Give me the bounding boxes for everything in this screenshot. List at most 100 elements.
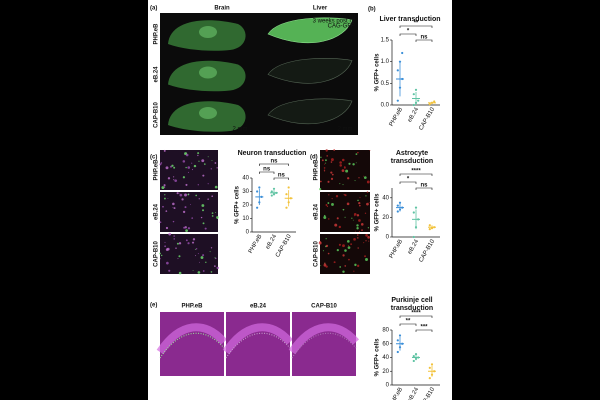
y-axis-label: % GFP+ cells: [375, 193, 381, 232]
cell: [195, 194, 198, 197]
significance-label: *: [407, 177, 410, 183]
cell: [197, 253, 199, 255]
cell: [201, 159, 205, 163]
cell: [343, 166, 346, 169]
x-tick-label: PHP.eB: [389, 239, 404, 260]
cell: [366, 191, 369, 193]
cell: [192, 270, 194, 271]
cell: [356, 234, 359, 236]
x-tick-label: eB.24: [407, 106, 420, 123]
data-point: [412, 235, 415, 239]
cell: [320, 156, 322, 159]
panel-label: (a): [150, 6, 157, 12]
chart-title: Liver transduction: [379, 16, 441, 23]
significance-bracket: [399, 33, 417, 36]
cell: [324, 262, 326, 264]
cell: [166, 261, 169, 265]
y-tick-label: 0: [386, 235, 390, 241]
cell: [341, 158, 345, 162]
significance-label: ns: [263, 167, 271, 173]
data-point: [412, 355, 415, 358]
cell: [366, 180, 370, 184]
cell: [172, 207, 174, 209]
significance-label: ns: [420, 183, 428, 189]
data-point: [428, 224, 431, 227]
data-point: [428, 103, 431, 106]
data-point: [412, 93, 415, 96]
cell: [159, 252, 161, 255]
cell: [346, 202, 350, 206]
data-point: [414, 88, 418, 91]
cell: [162, 205, 164, 208]
cell: [173, 176, 175, 178]
cell: [205, 261, 207, 264]
cell: [355, 153, 358, 156]
cell: [185, 239, 188, 242]
panel-label: (d): [310, 155, 318, 161]
cell: [197, 152, 200, 155]
cell: [335, 195, 339, 198]
significance-bracket: [415, 329, 433, 332]
cell: [347, 246, 351, 249]
cell: [363, 242, 365, 244]
cell: [323, 170, 326, 172]
figure: (a) Brain Liver PHP.eB eB.24 CAP-B10 1 x 10¹¹ …: [148, 0, 452, 400]
cell: [336, 249, 339, 252]
cell: [198, 198, 200, 200]
row-label: eB.24: [154, 66, 160, 83]
cell: [160, 254, 163, 257]
cell: [357, 151, 359, 154]
cell: [365, 234, 368, 237]
data-point: [285, 193, 288, 196]
data-point: [412, 103, 415, 107]
cell: [174, 179, 178, 183]
cell: [354, 230, 356, 232]
cell: [200, 256, 204, 259]
cell: [167, 198, 169, 199]
x-tick-label: eB.24: [265, 233, 278, 250]
image-panel: [320, 150, 370, 190]
cell: [159, 258, 161, 260]
cell: [195, 255, 197, 257]
y-tick-label: 20: [242, 203, 249, 209]
chart-title: Neuron transduction: [237, 150, 307, 157]
cell: [173, 235, 175, 237]
cell: [197, 184, 199, 186]
cell: [339, 266, 342, 268]
cell: [211, 212, 214, 214]
cell: [215, 212, 217, 214]
data-point: [270, 194, 273, 197]
cell: [339, 161, 342, 164]
x-tick-label: CAP-B10: [418, 386, 436, 400]
cell: [210, 168, 212, 170]
cell: [321, 159, 324, 162]
cell: [187, 166, 191, 169]
cell: [352, 219, 354, 221]
cell: [190, 204, 192, 206]
cell: [364, 255, 367, 258]
cell: [187, 193, 190, 196]
cell: [361, 229, 363, 231]
cell: [323, 163, 325, 165]
cell: [347, 240, 350, 243]
cell: [211, 215, 214, 217]
cell: [353, 238, 356, 241]
cell: [356, 214, 360, 217]
cell: [325, 159, 327, 162]
cell: [344, 216, 346, 218]
cell: [165, 210, 168, 212]
cell: [367, 227, 370, 229]
chart-title: Astrocyte transduction: [390, 150, 434, 165]
annotation: 3 weeks post IV: [313, 19, 355, 25]
cell: [168, 232, 172, 236]
cell: [341, 169, 345, 173]
image-panel: [160, 150, 218, 190]
y-tick-label: 10: [242, 216, 249, 222]
cell: [343, 194, 345, 196]
cell: [323, 214, 326, 217]
significance-bracket: [399, 173, 433, 176]
cell: [164, 194, 166, 196]
liver-section: [267, 58, 353, 84]
cell: [201, 204, 205, 207]
